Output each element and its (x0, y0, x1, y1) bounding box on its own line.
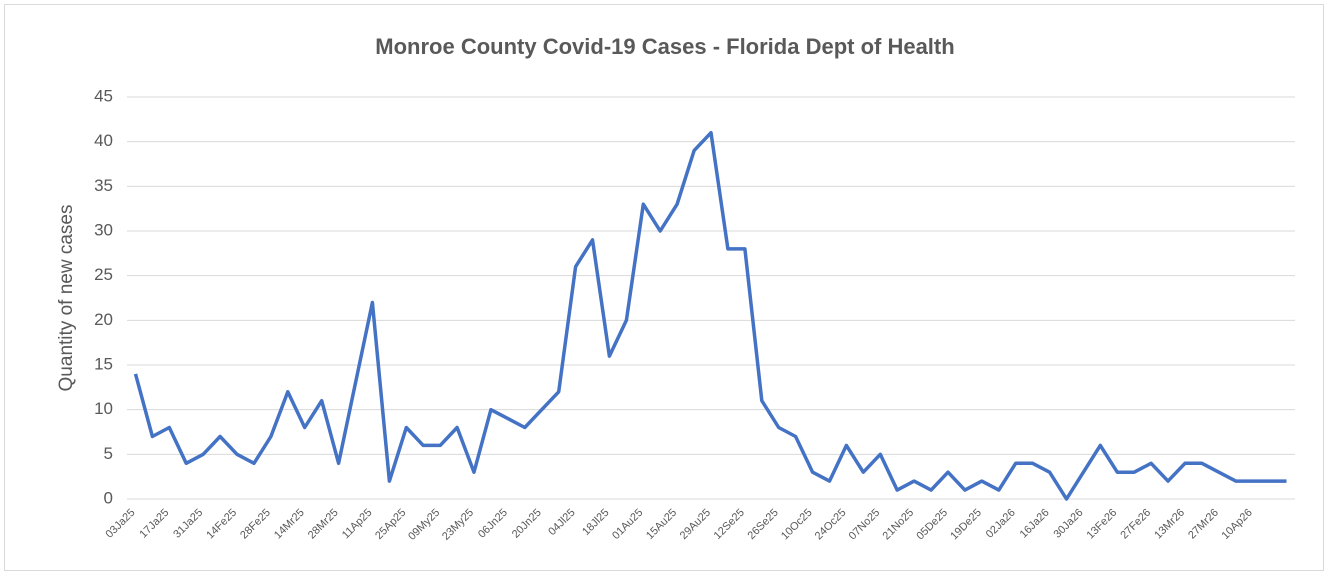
y-axis-label: Quantity of new cases (56, 205, 77, 392)
y-tick-label: 10 (94, 399, 113, 418)
y-tick-label: 30 (94, 220, 113, 239)
chart-frame (4, 4, 1324, 571)
y-tick-label: 15 (94, 354, 113, 373)
y-tick-label: 25 (94, 265, 113, 284)
y-tick-label: 5 (104, 444, 113, 463)
y-tick-label: 0 (104, 488, 113, 507)
y-tick-label: 40 (94, 131, 113, 150)
y-tick-label: 45 (94, 86, 113, 105)
chart-title: Monroe County Covid-19 Cases - Florida D… (375, 34, 954, 59)
y-tick-label: 20 (94, 310, 113, 329)
y-tick-label: 35 (94, 176, 113, 195)
line-series (133, 130, 1287, 501)
